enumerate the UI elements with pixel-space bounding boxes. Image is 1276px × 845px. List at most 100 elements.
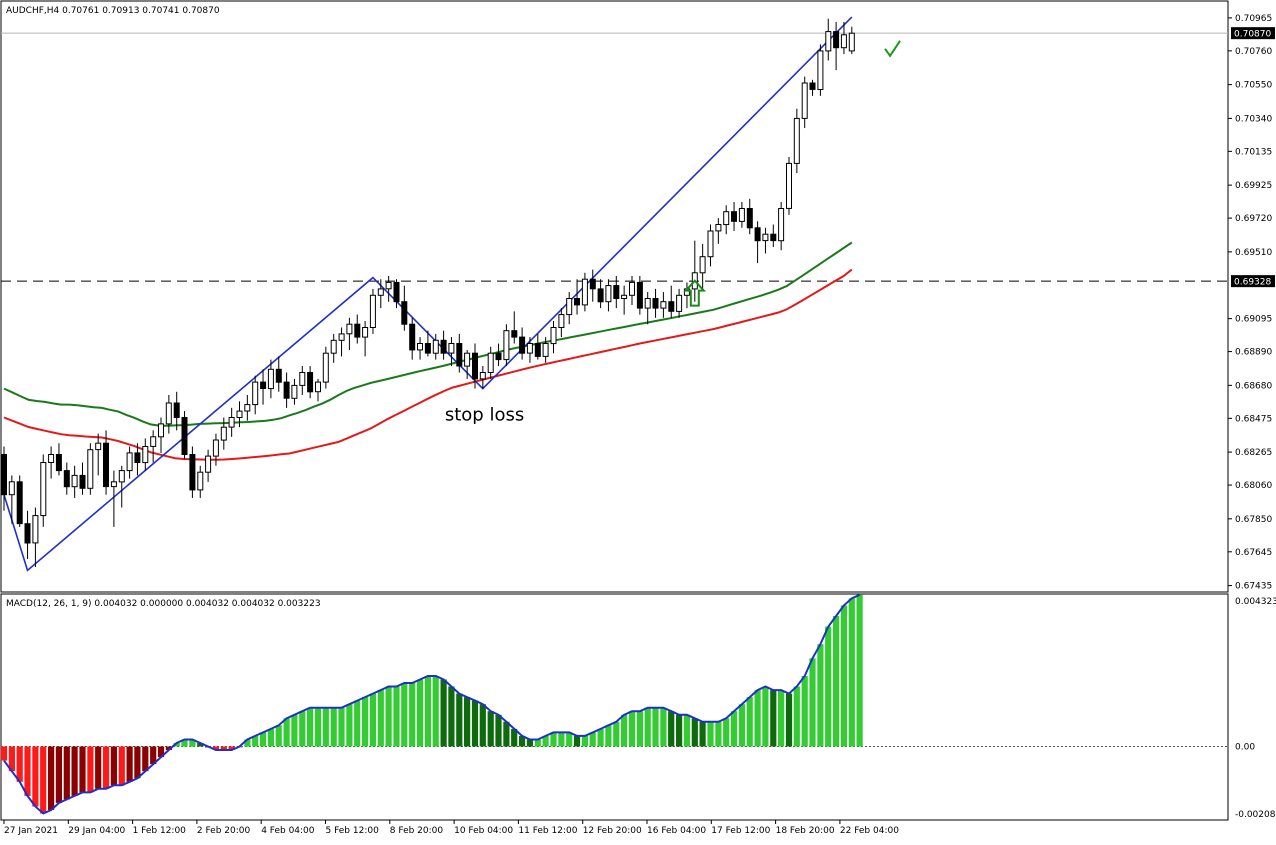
macd-bar (126, 746, 133, 782)
candle (503, 324, 510, 367)
price-axis-tick: 0.67850 (1235, 515, 1272, 525)
macd-bar (503, 721, 510, 747)
stop-loss-label: stop loss (445, 404, 524, 425)
price-axis-tick: 0.68060 (1235, 481, 1272, 491)
macd-bar (644, 707, 651, 747)
candle (212, 433, 219, 466)
macd-bar (424, 676, 431, 747)
macd-bar (723, 718, 730, 747)
macd-bar (307, 707, 314, 747)
candle (16, 475, 23, 527)
candle (424, 330, 431, 357)
macd-bar (526, 739, 533, 747)
candle (801, 76, 808, 129)
macd-bar (691, 718, 698, 747)
macd-bar (479, 704, 486, 747)
candle (409, 317, 416, 360)
candle (369, 288, 376, 334)
macd-bar (833, 616, 840, 747)
candle (456, 333, 463, 373)
level-price-tag (1231, 275, 1275, 288)
macd-bar (173, 743, 180, 747)
price-axis-tick: 0.69095 (1235, 315, 1272, 325)
candle (676, 288, 683, 318)
macd-bar (32, 746, 39, 807)
price-axis-tick: 0.68890 (1235, 348, 1272, 358)
price-axis-tick: 0.69925 (1235, 181, 1272, 191)
current-price-tag-text: 0.70870 (1234, 30, 1271, 40)
macd-bar (817, 644, 824, 747)
candle (754, 221, 761, 264)
candle (95, 433, 102, 476)
candle (746, 198, 753, 235)
macd-bar (652, 707, 659, 747)
candle (393, 279, 400, 309)
candle (220, 417, 227, 450)
macd-bar (346, 704, 353, 747)
candle (197, 465, 204, 498)
macd-axis-tick: -0.002083 (1235, 810, 1276, 820)
candle (511, 311, 518, 344)
macd-bar (189, 739, 196, 747)
candle (189, 446, 196, 498)
candle (629, 275, 635, 305)
candle (32, 507, 39, 568)
price-axis-tick: 0.70965 (1235, 14, 1272, 24)
candle (519, 327, 526, 360)
macd-panel (0, 593, 1229, 821)
candle (377, 279, 384, 309)
macd-bar (362, 697, 369, 747)
candle (103, 430, 109, 495)
candle (644, 292, 651, 325)
price-chart-title: AUDCHF,H4 0.70761 0.70913 0.70741 0.7087… (6, 6, 220, 16)
moving-average-line-0 (3, 241, 853, 427)
candle (479, 366, 486, 389)
macd-bar (275, 725, 282, 747)
macd-bar (699, 721, 706, 747)
macd-bar (40, 746, 47, 814)
candle (244, 395, 251, 421)
candle (660, 292, 667, 318)
macd-bar (291, 714, 298, 747)
candle (181, 411, 188, 460)
macd-bar (848, 598, 855, 747)
time-axis-tick: 11 Feb 12:00 (518, 826, 577, 836)
macd-bar (181, 739, 188, 747)
candle (1, 446, 7, 511)
macd-bar (495, 714, 502, 747)
macd-bar (71, 746, 78, 796)
macd-bar (377, 690, 384, 747)
candle (738, 202, 745, 228)
macd-bar (244, 739, 251, 747)
candle (534, 333, 541, 360)
macd-bar (409, 683, 416, 747)
macd-bar (519, 735, 526, 747)
macd-bar (573, 735, 581, 747)
time-axis-tick: 8 Feb 20:00 (390, 826, 444, 836)
candle (566, 292, 573, 325)
macd-bar (809, 658, 816, 747)
candle (118, 465, 125, 508)
candle (793, 108, 800, 174)
macd-bar (778, 690, 785, 747)
macd-bar (252, 735, 259, 747)
candle (464, 349, 471, 379)
candle (307, 366, 314, 399)
candle (840, 21, 847, 55)
candle (126, 446, 133, 479)
candle (8, 475, 15, 524)
macd-bar (118, 746, 125, 786)
macd-bar (770, 690, 777, 747)
macd-bar (613, 721, 620, 747)
candle (110, 470, 117, 527)
macd-bar (87, 746, 94, 793)
macd-bar (8, 746, 15, 772)
candle (597, 279, 604, 309)
candle (322, 346, 329, 389)
candle (291, 378, 298, 405)
macd-bar (534, 739, 541, 747)
candle (330, 333, 337, 363)
macd-bar (283, 718, 290, 747)
macd-bar (793, 686, 800, 747)
macd-bar (55, 746, 62, 803)
